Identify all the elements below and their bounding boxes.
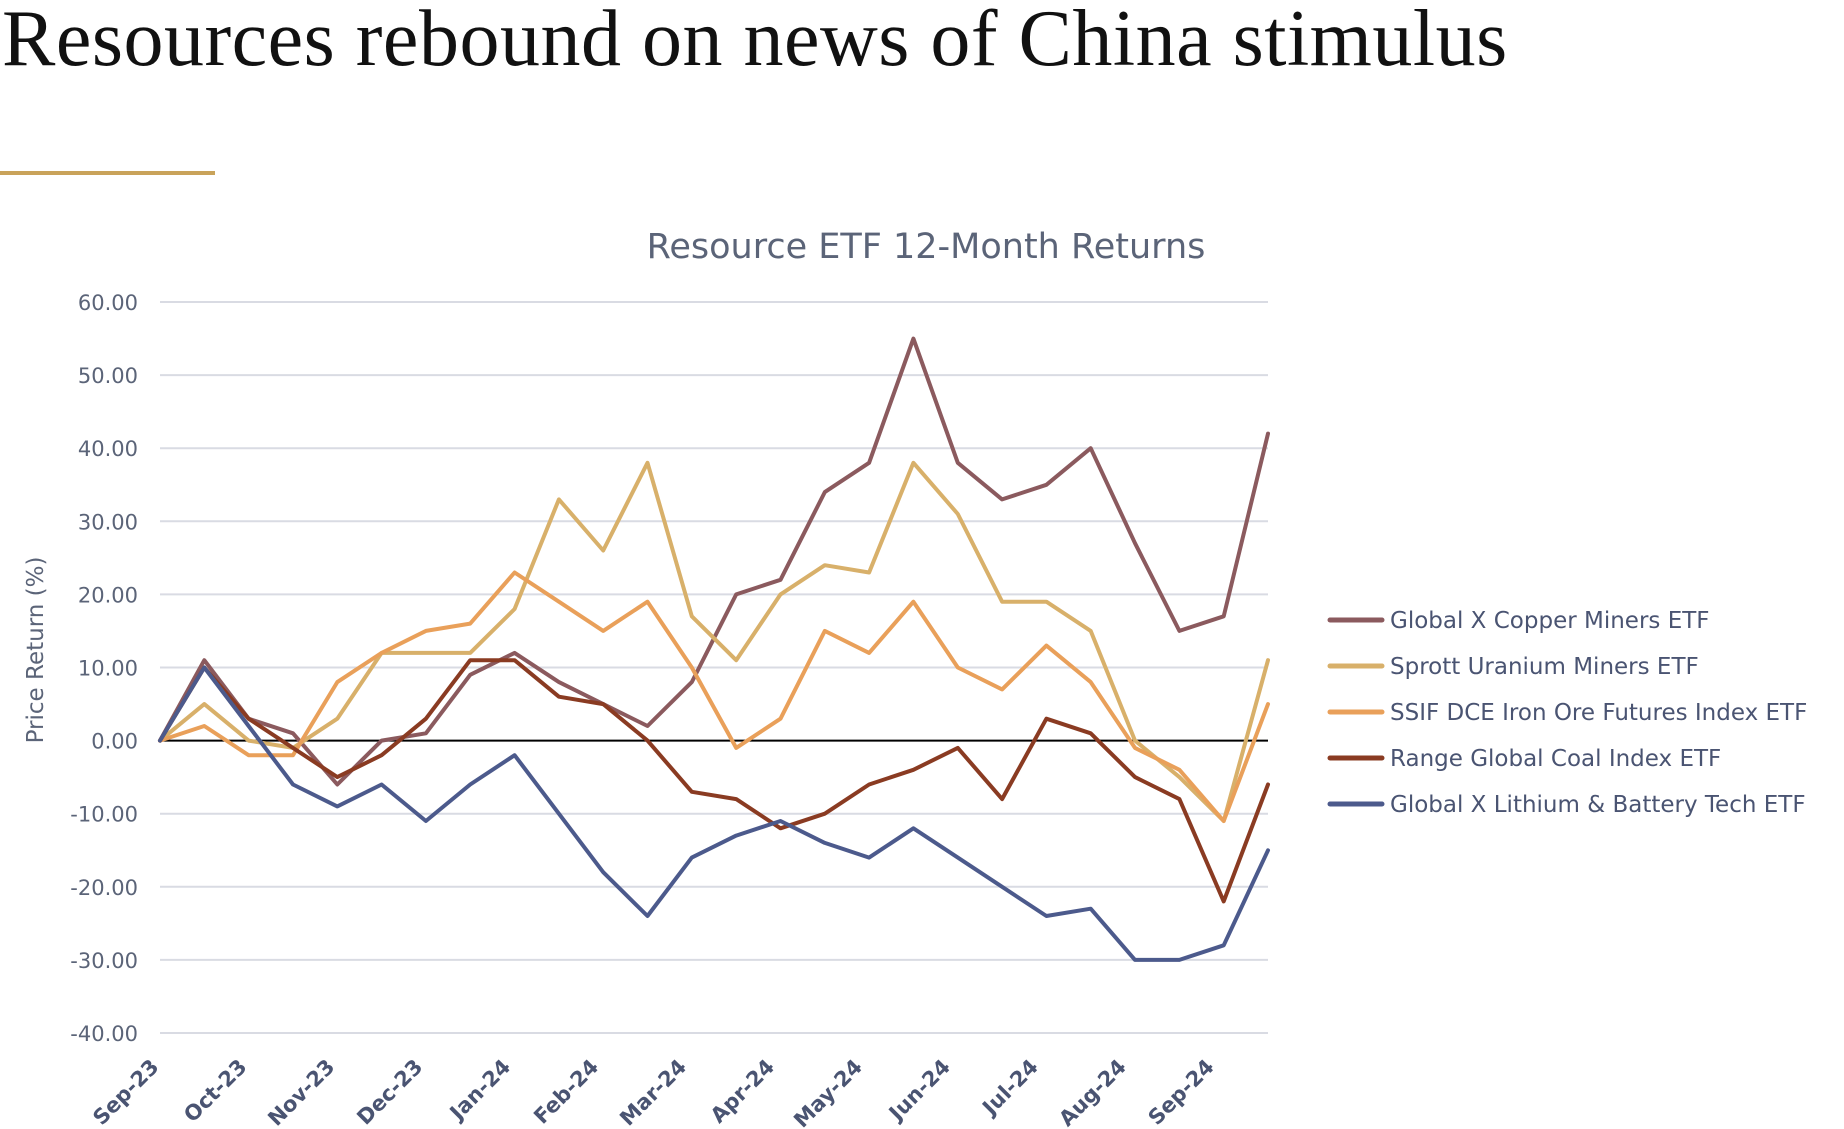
y-tick-label: 30.00 [78,510,138,534]
series-lines [158,336,1270,962]
y-tick-label: 10.00 [78,657,138,681]
x-tick-label: Jan-24 [444,1055,515,1126]
accent-rule [0,171,215,175]
x-tick-label: Oct-23 [179,1055,251,1127]
y-tick-label: -30.00 [70,949,138,973]
y-tick-label: 50.00 [78,364,138,388]
y-axis-label: Price Return (%) [23,557,49,744]
gridlines [160,301,1268,1034]
x-tick-label: Jun-24 [883,1055,955,1127]
series-line [158,570,1270,823]
x-tick-label: Sep-24 [1144,1055,1219,1129]
legend-label: Global X Lithium & Battery Tech ETF [1390,792,1806,818]
x-tick-label: Jul-24 [976,1055,1042,1121]
series-line [158,336,1270,787]
y-tick-label: 20.00 [78,583,138,607]
x-tick-label: Mar-24 [615,1055,691,1129]
chart: Resource ETF 12-Month Returns Price Retu… [23,227,1807,1129]
x-tick-label: May-24 [789,1055,867,1129]
legend-label: Global X Copper Miners ETF [1390,608,1710,634]
y-tick-label: -10.00 [70,803,138,827]
legend-label: SSIF DCE Iron Ore Futures Index ETF [1390,700,1807,726]
headline: Resources rebound on news of China stimu… [2,0,1508,83]
x-tick-label: Apr-24 [706,1055,779,1128]
chart-title: Resource ETF 12-Month Returns [647,227,1206,267]
y-tick-label: -20.00 [70,876,138,900]
y-tick-label: 0.00 [91,730,138,754]
series-line [158,460,1270,823]
y-tick-label: -40.00 [70,1022,138,1046]
series-line [158,658,1270,904]
x-tick-label: Dec-23 [352,1055,427,1129]
y-tick-label: 40.00 [78,437,138,461]
x-tick-labels: Sep-23 Oct-23 Nov-23 Dec-23 Jan-24 Feb-24 Mar-… [88,1055,1218,1129]
x-tick-label: Sep-23 [88,1055,163,1129]
legend-label: Sprott Uranium Miners ETF [1390,654,1699,680]
x-tick-label: Nov-23 [263,1055,339,1129]
series-line [158,665,1270,962]
legend: Global X Copper Miners ETF Sprott Uranium… [1327,608,1807,818]
y-tick-labels: 60.00 50.00 40.00 30.00 20.00 10.00 0.00 -10.00… [70,291,138,1046]
x-tick-label: Aug-24 [1054,1055,1131,1129]
x-tick-label: Feb-24 [529,1055,603,1129]
legend-label: Range Global Coal Index ETF [1390,746,1721,772]
y-tick-label: 60.00 [78,291,138,315]
